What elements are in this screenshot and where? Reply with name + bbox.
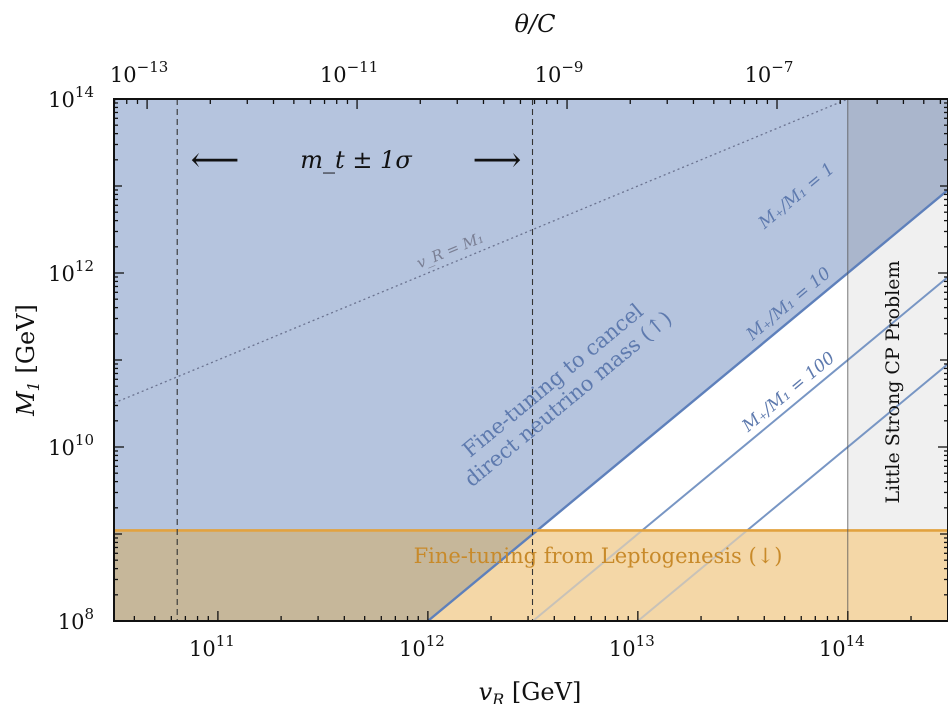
arrow-right: ⟶ <box>473 140 522 180</box>
top-axis-title: θ/C <box>515 10 556 38</box>
y-axis-title: M1 [GeV] <box>12 304 43 417</box>
y-tick-label: 1010 <box>48 431 94 460</box>
top-mass-band-label: m_t ± 1σ <box>300 146 412 174</box>
x-tick-label: 1014 <box>819 632 865 661</box>
top-tick-label: 10−9 <box>535 58 584 87</box>
plot-area <box>114 99 948 621</box>
axes-frame <box>113 98 948 622</box>
annotation-leptogenesis: Fine-tuning from Leptogenesis (↓) <box>414 544 783 568</box>
line-m-m1-100 <box>746 362 948 532</box>
line-m-m1-1 <box>536 188 948 532</box>
y-tick-label: 1012 <box>48 257 94 286</box>
line-m-m1-100-lower <box>637 529 748 621</box>
x-tick-label: 1011 <box>189 632 235 661</box>
top-tick-label: 10−11 <box>320 58 378 87</box>
x-tick-label: 1013 <box>609 632 655 661</box>
region-direct-neutrino <box>114 99 948 621</box>
line-m-m1-10 <box>641 275 948 532</box>
line-m-m1-10-lower <box>532 529 643 621</box>
top-tick-label: 10−7 <box>745 58 794 87</box>
line-vR-equals-M1 <box>114 99 849 404</box>
region-overlap-blue-gray <box>847 99 948 273</box>
y-tick-label: 1014 <box>48 83 94 112</box>
x-axis-title: vR [GeV] <box>479 678 582 704</box>
region-overlap-blue-orange <box>114 530 538 621</box>
annotation-strong-cp: Little Strong CP Problem <box>882 260 904 503</box>
x-tick-label: 1012 <box>399 632 445 661</box>
y-tick-label: 108 <box>58 605 94 634</box>
top-tick-label: 10−13 <box>110 58 168 87</box>
arrow-left: ⟵ <box>191 140 240 180</box>
line-m-m1-1-lower <box>427 529 538 621</box>
label-m-m1-100: M₊/M₁ = 100 <box>738 348 839 437</box>
